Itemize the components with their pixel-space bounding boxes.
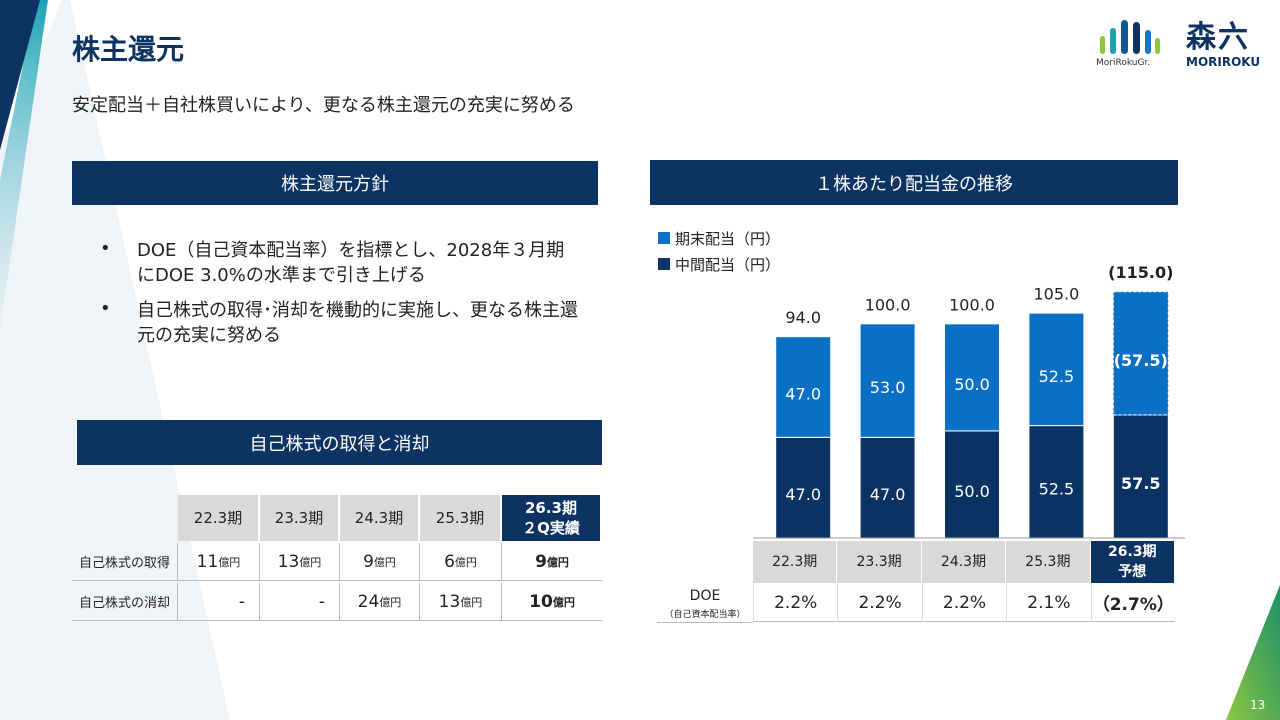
cell-unit: 億円 [218,555,241,569]
subtitle: 安定配当＋自社株買いにより、更なる株主還元の充実に努める [72,95,575,116]
category-label: 23.3期 [837,541,921,583]
section-heading: 株主還元方針 [72,161,598,205]
logo-sub: MORIROKU [1186,55,1261,69]
category-label: 26.3期 予想 [1090,541,1174,583]
category-label: 22.3期 [753,541,837,583]
legend-swatch [658,232,670,244]
doe-value: 2.1% [1006,584,1091,622]
page-number: 13 [1250,698,1266,712]
total-label: 100.0 [865,295,911,314]
doe-value: 2.2% [921,584,1007,622]
segment-label: 47.0 [870,485,906,504]
table-cell: 9 億円 [340,543,420,581]
cell-unit: 億円 [552,595,575,609]
doe-sublabel: （自己資本配当率） [664,609,746,620]
title: 株主還元 [72,33,185,66]
cell-unit: 億円 [460,595,483,609]
legend-label: 期末配当（円） [675,230,781,248]
segment-label: 52.5 [1039,367,1075,386]
total-label: 94.0 [785,308,821,327]
category-label: 25.3期 [1006,541,1090,583]
chart-title: １株あたり配当金の推移 [650,160,1178,205]
table-header: 26.3期 ２Q実績 [502,495,600,541]
cell-value: 13 [277,551,300,572]
table-cell: 13 億円 [260,543,340,581]
cell-value: 6 [444,551,455,572]
doe-value: （2.7%） [1090,584,1175,622]
bullet-dot: • [100,238,111,259]
cell-unit: 億円 [373,555,396,569]
green-corner [1226,585,1280,720]
segment-label: 57.5 [1121,474,1160,493]
cell-value: 11 [196,551,219,572]
cell-unit: 億円 [454,555,477,569]
table-cell: 9 億円 [502,543,602,581]
bar-segment [859,436,916,539]
doe-value: 2.2% [837,584,922,622]
table-header: 24.3期 [340,495,418,541]
bar-segment [775,336,832,438]
bullet-text: 自己株式の取得･消却を機動的に実施し、更なる株主還元の充実に努める [137,300,578,346]
bg-wedge [0,0,230,720]
bullet-text: DOE（自己資本配当率）を指標とし、2028年３月期にDOE 3.0%の水準まで… [137,240,565,286]
section-heading: 自己株式の取得と消却 [77,420,602,465]
logo-group: MoriRokuGr. [1096,58,1151,68]
bar-segment [775,436,832,539]
doe-value: 2.2% [753,584,838,622]
table-cell: 6 億円 [420,543,502,581]
cell-value: 9 [363,551,374,572]
cell-value: 13 [438,591,461,612]
table-cell: 11 億円 [178,543,260,581]
cell-value: - [318,591,325,612]
cell-value: 24 [357,591,380,612]
segment-label: 47.0 [785,485,821,504]
logo-main: 森六 [1186,20,1250,55]
total-label: (115.0) [1108,263,1173,282]
bar-segment [859,323,916,438]
cell-value: 10 [529,591,553,612]
category-label: 24.3期 [921,541,1006,583]
table-header: 22.3期 [178,495,258,541]
legend-swatch [658,258,670,270]
navy-corner [0,0,40,150]
row-label: 自己株式の取得 [72,543,178,581]
segment-label: 50.0 [954,375,990,394]
bar-segment [944,323,1000,432]
row-label: 自己株式の消却 [72,583,178,621]
teal-strip [0,0,48,330]
table-cell: 13 億円 [420,583,502,621]
cell-value: - [238,591,245,612]
segment-label: (57.5) [1114,351,1168,370]
table-header: 25.3期 [420,495,500,541]
table-cell: 10 億円 [502,583,602,621]
cell-unit: 億円 [379,595,402,609]
cell-unit: 億円 [546,555,569,569]
segment-label: 47.0 [785,385,821,404]
bar-segment [1112,414,1169,539]
bar-segment [1028,312,1085,427]
table-header: 23.3期 [260,495,338,541]
total-label: 100.0 [949,295,995,314]
segment-label: 53.0 [870,378,906,397]
cell-value: 9 [535,551,547,572]
logo-icon [1100,20,1160,54]
segment-label: 52.5 [1039,479,1075,498]
legend-label: 中間配当（円） [675,256,781,274]
table-cell: - [178,583,260,621]
segment-label: 50.0 [954,482,990,501]
bullet-dot: • [100,298,111,319]
bar-segment [944,430,1000,539]
bar-segment [1112,291,1169,416]
total-label: 105.0 [1033,285,1079,304]
doe-rule [657,622,753,623]
table-cell: 24 億円 [340,583,420,621]
doe-label: DOE [689,588,721,604]
cell-unit: 億円 [299,555,322,569]
table-cell: - [260,583,340,621]
